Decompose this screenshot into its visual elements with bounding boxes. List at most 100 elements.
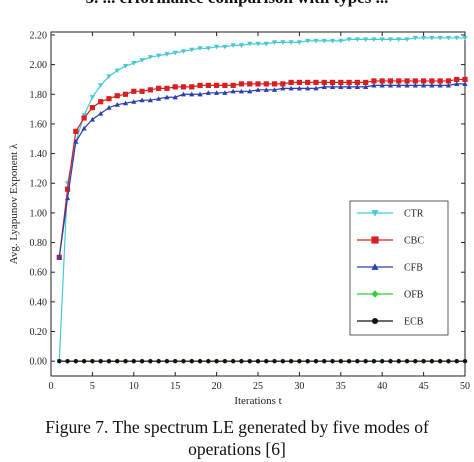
data-point-ctr bbox=[98, 83, 104, 88]
data-point-cfb bbox=[354, 84, 360, 89]
y-tick-label: 1.40 bbox=[30, 149, 48, 160]
data-point-ctr bbox=[371, 37, 377, 43]
data-point-cfb bbox=[56, 254, 62, 260]
data-point-ecb bbox=[172, 358, 178, 364]
data-point-cbc bbox=[354, 79, 360, 86]
data-point-ctr bbox=[296, 40, 302, 45]
data-point-cfb bbox=[147, 97, 153, 103]
data-point-cbc bbox=[305, 79, 311, 86]
data-point-ecb bbox=[98, 358, 103, 364]
data-point-ecb bbox=[313, 358, 319, 364]
data-point-cbc bbox=[122, 91, 129, 97]
data-point-cbc bbox=[445, 78, 452, 84]
series-layer bbox=[56, 35, 468, 364]
x-tick-label: 40 bbox=[377, 381, 387, 392]
data-point-ctr bbox=[238, 43, 245, 48]
data-point-ecb bbox=[363, 358, 368, 364]
data-point-cfb bbox=[454, 81, 460, 86]
data-point-cbc bbox=[387, 78, 394, 84]
data-point-ecb bbox=[123, 358, 128, 364]
data-point-ctr bbox=[445, 35, 452, 41]
data-point-ctr bbox=[222, 44, 228, 50]
data-point-cfb bbox=[131, 99, 137, 104]
data-point-ecb bbox=[181, 358, 186, 364]
data-point-ctr bbox=[197, 46, 203, 51]
data-point-ctr bbox=[462, 35, 468, 41]
data-point-ecb bbox=[81, 358, 87, 364]
data-point-ecb bbox=[446, 358, 451, 364]
data-point-ecb bbox=[139, 358, 145, 364]
data-point-cbc bbox=[106, 96, 112, 102]
data-point-ecb bbox=[222, 358, 228, 364]
x-tick-label: 20 bbox=[212, 381, 222, 392]
data-point-ctr bbox=[396, 37, 402, 43]
y-tick-label: 2.20 bbox=[30, 30, 48, 41]
data-point-cfb bbox=[222, 90, 228, 95]
data-point-ctr bbox=[313, 38, 319, 44]
line-chart: 0 5 10 15 20 25 30 35 40 45 50 0.00 0.20 0.40 0.60 0.80… bbox=[8, 30, 470, 407]
data-point-ecb bbox=[462, 358, 468, 364]
data-point-ecb bbox=[156, 358, 161, 364]
data-point-cfb bbox=[114, 102, 120, 107]
legend-label-ofb: OFB bbox=[404, 290, 424, 301]
data-point-cbc bbox=[156, 85, 162, 91]
data-point-ctr bbox=[387, 37, 394, 43]
data-point-ecb bbox=[214, 358, 219, 364]
legend-marker-cfb bbox=[371, 263, 379, 270]
data-point-cbc bbox=[255, 81, 261, 87]
data-point-ctr bbox=[305, 38, 311, 44]
data-point-cfb bbox=[106, 105, 112, 110]
data-point-ctr bbox=[338, 38, 344, 44]
data-point-ecb bbox=[404, 358, 410, 364]
data-point-cfb bbox=[437, 82, 443, 88]
data-point-cbc bbox=[172, 84, 178, 90]
data-point-ecb bbox=[239, 358, 244, 364]
data-point-ctr bbox=[89, 95, 95, 100]
data-point-ctr bbox=[271, 40, 278, 45]
data-point-cbc bbox=[73, 128, 79, 134]
data-point-cfb bbox=[404, 82, 410, 88]
data-point-cbc bbox=[462, 76, 468, 83]
data-point-ecb bbox=[255, 358, 261, 364]
data-point-ecb bbox=[429, 358, 435, 364]
data-point-cbc bbox=[429, 78, 435, 84]
data-point-ctr bbox=[346, 37, 352, 43]
data-point-cfb bbox=[421, 82, 427, 88]
data-point-cfb bbox=[164, 94, 170, 100]
data-point-ecb bbox=[322, 358, 327, 364]
data-point-ecb bbox=[305, 358, 310, 364]
x-tick-label: 50 bbox=[460, 381, 470, 392]
data-point-cfb bbox=[89, 116, 95, 122]
data-point-cbc bbox=[89, 105, 95, 111]
data-point-ecb bbox=[330, 358, 335, 364]
y-tick-label: 0.20 bbox=[30, 327, 48, 338]
y-tick-label: 0.60 bbox=[30, 268, 48, 279]
data-point-ctr bbox=[321, 38, 327, 44]
data-point-cfb bbox=[396, 82, 402, 88]
data-point-ecb bbox=[230, 358, 236, 364]
data-point-cfb bbox=[346, 84, 352, 89]
data-point-ctr bbox=[164, 52, 170, 57]
legend-marker-ecb bbox=[371, 317, 379, 325]
data-point-cbc bbox=[321, 79, 327, 86]
x-tick-label: 0 bbox=[49, 381, 54, 392]
data-point-cfb bbox=[73, 139, 79, 144]
data-point-ecb bbox=[90, 358, 95, 364]
data-point-ctr bbox=[230, 43, 236, 48]
y-tick-label: 0.40 bbox=[30, 297, 48, 308]
data-point-cfb bbox=[255, 87, 261, 92]
data-point-cbc bbox=[296, 79, 302, 86]
data-point-ctr bbox=[147, 55, 153, 60]
data-point-ctr bbox=[205, 46, 211, 51]
caption-line-1: Figure 7. The spectrum LE generated by f… bbox=[45, 417, 429, 437]
data-point-ecb bbox=[197, 358, 203, 364]
data-point-cfb bbox=[338, 84, 344, 89]
data-point-ctr bbox=[255, 41, 261, 47]
data-point-cbc bbox=[222, 82, 228, 88]
y-tick-label: 0.00 bbox=[30, 357, 48, 368]
data-point-cfb bbox=[387, 82, 394, 88]
data-point-cfb bbox=[321, 84, 327, 89]
data-point-cfb bbox=[139, 97, 145, 103]
data-point-cbc bbox=[371, 78, 377, 84]
data-point-cfb bbox=[98, 110, 104, 116]
